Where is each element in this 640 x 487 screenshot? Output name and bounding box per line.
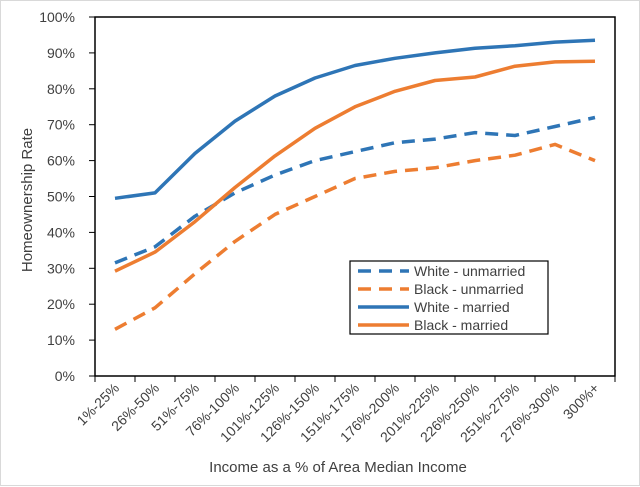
legend: White - unmarried Black - unmarried White … — [349, 260, 549, 335]
y-tick-label: 100% — [39, 9, 75, 25]
y-tick-label: 50% — [47, 189, 75, 205]
y-tick-label: 30% — [47, 260, 75, 276]
series-line-white-unmarried — [114, 115, 596, 265]
legend-label: Black - married — [414, 317, 508, 333]
legend-label: White - unmarried — [414, 263, 525, 279]
y-tick-label: 20% — [47, 296, 75, 312]
series-line-white-married — [114, 38, 596, 201]
series-line-black-unmarried — [114, 142, 596, 331]
y-axis-title: Homeownership Rate — [19, 128, 36, 272]
legend-label: Black - unmarried — [414, 281, 524, 297]
legend-label: White - married — [414, 299, 510, 315]
y-tick-label: 90% — [47, 45, 75, 61]
y-tick-label: 0% — [55, 368, 75, 384]
series-line-black-married — [114, 59, 596, 273]
x-tick-label: 300%+ — [560, 380, 602, 422]
x-axis-title: Income as a % of Area Median Income — [209, 459, 467, 476]
y-tick-label: 70% — [47, 117, 75, 133]
y-tick-label: 80% — [47, 81, 75, 97]
legend-box — [349, 260, 549, 335]
y-tick-label: 40% — [47, 224, 75, 240]
y-tick-label: 60% — [47, 153, 75, 169]
y-tick-label: 10% — [47, 332, 75, 348]
